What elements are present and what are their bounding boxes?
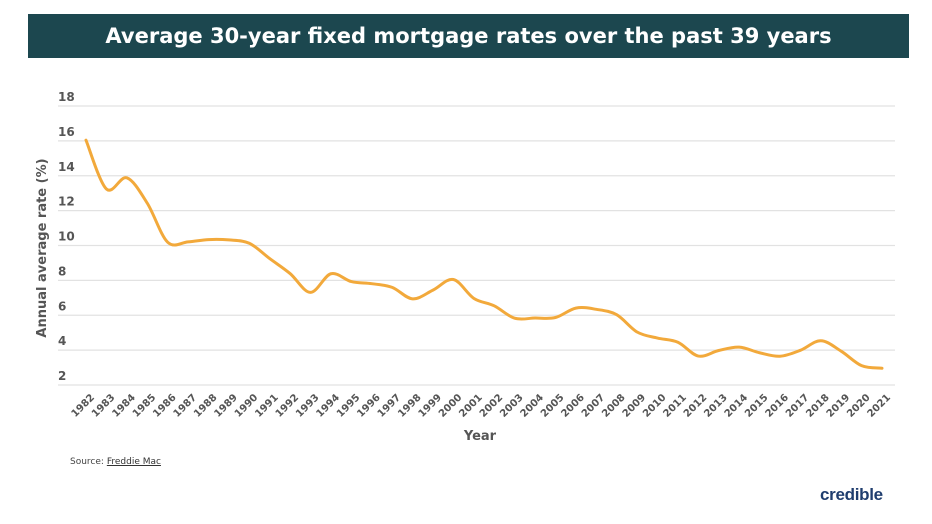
source-link[interactable]: Freddie Mac xyxy=(106,457,161,467)
y-tick-label: 10 xyxy=(58,230,75,244)
x-axis-label: Year xyxy=(463,429,497,444)
y-tick-label: 14 xyxy=(58,160,75,174)
y-tick-label: 2 xyxy=(58,369,66,383)
y-tick-label: 18 xyxy=(58,90,75,104)
y-tick-label: 12 xyxy=(58,195,75,209)
source-label: Source: xyxy=(70,457,104,467)
source-note: Source: Freddie Mac xyxy=(70,457,161,467)
y-tick-label: 4 xyxy=(58,334,66,348)
y-tick-label: 16 xyxy=(58,125,75,139)
y-tick-label: 6 xyxy=(58,299,66,313)
y-tick-label: 8 xyxy=(58,264,66,278)
x-tick-label: 2021 xyxy=(866,392,893,419)
credible-logo: credible xyxy=(820,485,883,504)
chart-title: Average 30-year fixed mortgage rates ove… xyxy=(28,14,909,58)
rate-series-line xyxy=(84,138,884,370)
y-axis-label: Annual average rate (%) xyxy=(35,158,50,337)
